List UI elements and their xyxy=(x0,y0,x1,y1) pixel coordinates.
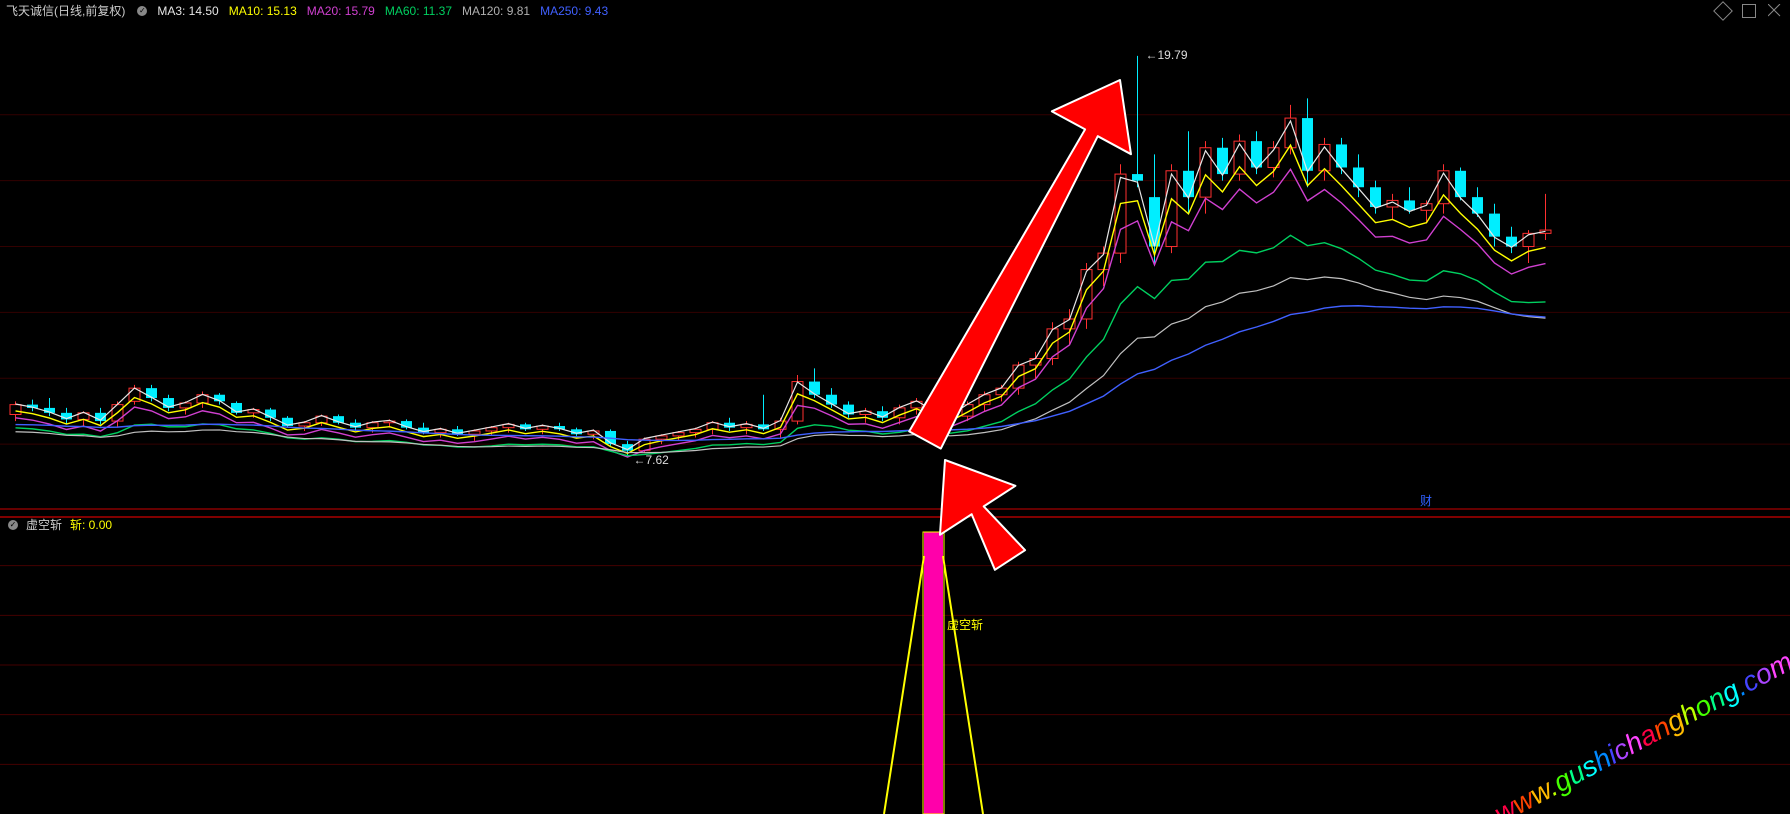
low-price-label: ←7.62 xyxy=(634,453,669,467)
close-icon[interactable] xyxy=(1768,4,1780,16)
cai-marker: 财 xyxy=(1420,492,1432,509)
info-icon[interactable]: ✓ xyxy=(137,6,147,16)
high-price-label: ←19.79 xyxy=(1146,48,1188,62)
candlestick-chart[interactable] xyxy=(0,16,1790,510)
xukongzhan-label: 虚空斩 xyxy=(947,616,983,633)
indicator-panel[interactable] xyxy=(0,516,1790,814)
